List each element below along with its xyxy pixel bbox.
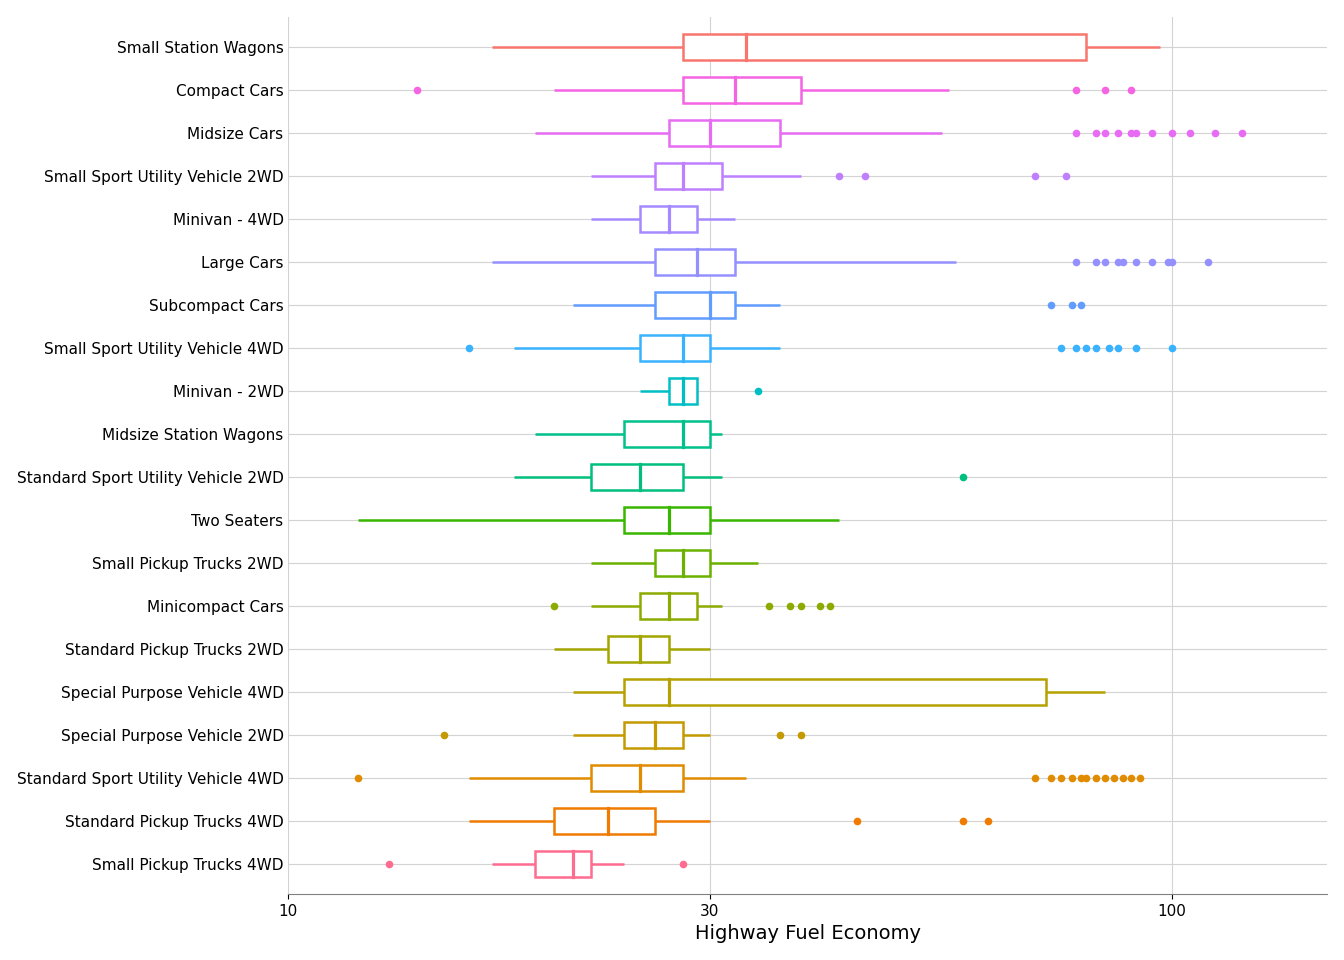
Bar [640, 335, 710, 361]
Bar [655, 249, 735, 275]
Bar [683, 34, 1086, 60]
Bar [655, 550, 710, 576]
Bar [669, 378, 698, 404]
Bar [640, 593, 698, 619]
Bar [624, 507, 710, 533]
Bar [624, 722, 683, 748]
Bar [669, 120, 780, 146]
Bar [535, 852, 591, 876]
Bar [607, 636, 669, 661]
X-axis label: Highway Fuel Economy: Highway Fuel Economy [695, 924, 921, 944]
Bar [624, 679, 1046, 705]
Bar [624, 420, 710, 446]
Bar [591, 464, 683, 490]
Bar [683, 77, 801, 103]
Bar [655, 292, 735, 318]
Bar [554, 808, 655, 834]
Bar [591, 765, 683, 791]
Bar [640, 205, 698, 231]
Bar [655, 163, 723, 189]
